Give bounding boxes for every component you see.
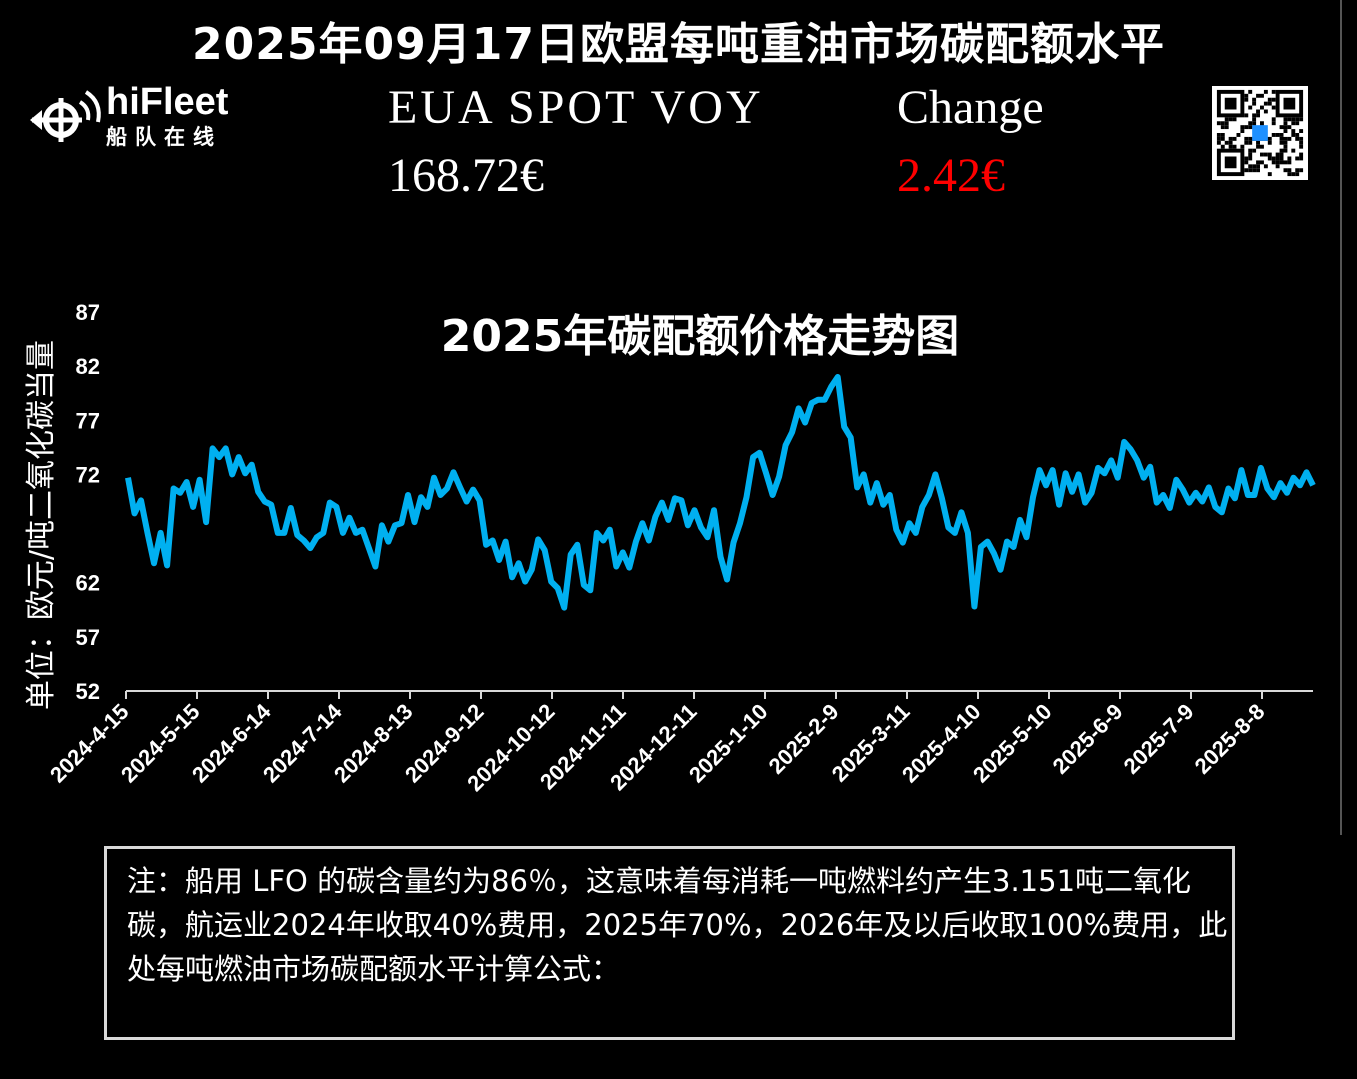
y-tick-label: 77	[76, 408, 100, 433]
x-tick-label: 2025-5-10	[968, 699, 1057, 788]
x-tick-label: 2025-1-10	[684, 699, 773, 788]
y-tick-label: 62	[76, 571, 100, 596]
series-line-eua-price	[125, 374, 1316, 611]
x-tick-label: 2025-6-9	[1048, 699, 1128, 779]
page-title: 2025年09月17日欧盟每吨重油市场碳配额水平	[192, 19, 1165, 70]
chart-title: 2025年碳配额价格走势图	[440, 311, 960, 362]
y-tick-label: 82	[76, 354, 100, 379]
logo-name: hiFleet	[106, 81, 229, 123]
qr-center-logo-icon	[1252, 125, 1268, 141]
axes	[125, 690, 1313, 699]
tick-labels: 2024-4-152024-5-152024-6-142024-7-142024…	[45, 300, 1270, 796]
change-value: 2.42€	[897, 149, 1005, 202]
y-tick-label: 57	[76, 625, 100, 650]
eua-value: 168.72€	[388, 149, 544, 202]
y-tick-label: 87	[76, 300, 100, 325]
x-tick-label: 2025-7-9	[1119, 699, 1199, 779]
right-border	[1340, 0, 1342, 835]
qr-code-icon	[1212, 86, 1308, 180]
hifleet-logo-icon	[30, 90, 101, 142]
x-tick-label: 2025-8-8	[1190, 699, 1270, 779]
logo-subtitle: 船队在线	[106, 125, 222, 149]
eua-label: EUA SPOT VOY	[388, 81, 764, 134]
y-tick-label: 52	[76, 679, 100, 704]
note-box: 注：船用 LFO 的碳含量约为86％，这意味着每消耗一吨燃料约产生3.151吨二…	[104, 846, 1235, 1040]
y-tick-label: 72	[76, 462, 100, 487]
change-label: Change	[897, 81, 1044, 134]
